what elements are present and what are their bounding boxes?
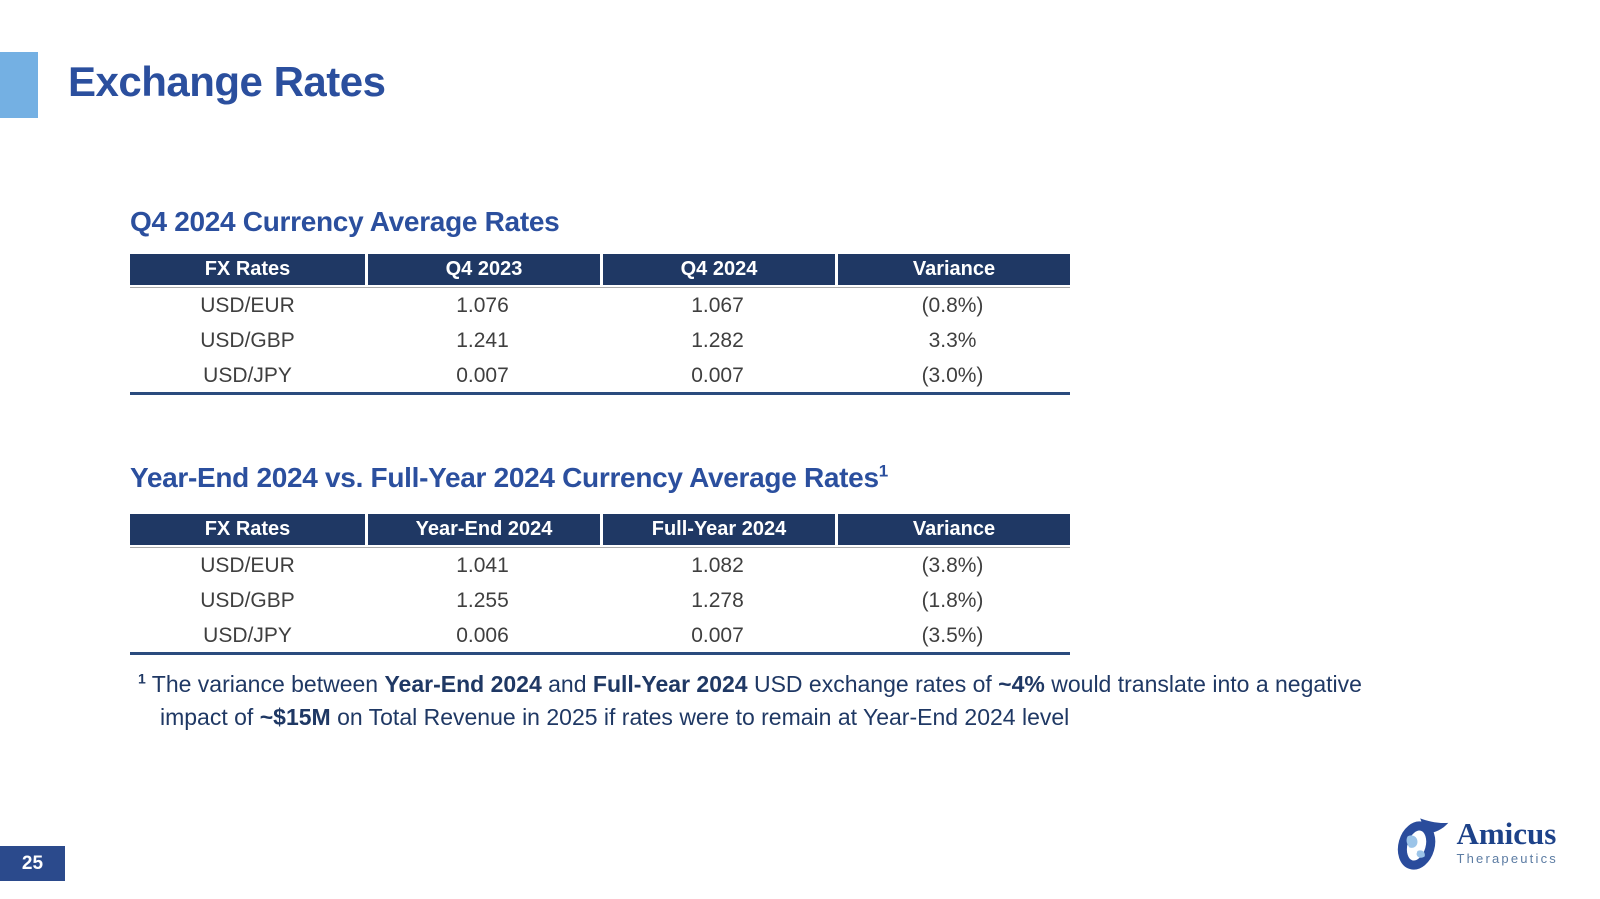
column-header: Q4 2024 <box>600 254 835 287</box>
table-title-text: Year-End 2024 vs. Full-Year 2024 Currenc… <box>130 462 879 493</box>
table-cell: USD/EUR <box>130 287 365 323</box>
table-row: USD/EUR 1.041 1.082 (3.8%) <box>130 547 1070 583</box>
table-title-year-end-vs-full-year: Year-End 2024 vs. Full-Year 2024 Currenc… <box>130 462 888 494</box>
amicus-logo: Amicus Therapeutics <box>1393 810 1558 872</box>
table-cell: 0.006 <box>365 619 600 655</box>
table-q4-currency-rates: FX Rates Q4 2023 Q4 2024 Variance USD/EUR 1.0… <box>130 254 1070 395</box>
footnote-text: The variance between Year-End 2024 and F… <box>145 671 1362 730</box>
table-row: USD/GBP 1.255 1.278 (1.8%) <box>130 583 1070 619</box>
table-cell: 1.041 <box>365 547 600 583</box>
amicus-logo-name: Amicus <box>1456 815 1557 851</box>
table-cell: (3.5%) <box>835 619 1070 655</box>
table-cell: USD/JPY <box>130 619 365 655</box>
column-header: Full-Year 2024 <box>600 514 835 547</box>
column-header: Q4 2023 <box>365 254 600 287</box>
table-row: USD/JPY 0.006 0.007 (3.5%) <box>130 619 1070 655</box>
table-cell: 1.082 <box>600 547 835 583</box>
amicus-logo-text: Amicus Therapeutics <box>1456 818 1558 865</box>
table-header-row: FX Rates Year-End 2024 Full-Year 2024 Varia… <box>130 514 1070 547</box>
table-cell: 1.076 <box>365 287 600 323</box>
table-cell: (3.0%) <box>835 359 1070 395</box>
table-cell: 0.007 <box>600 359 835 395</box>
amicus-logo-icon <box>1398 818 1449 870</box>
table-cell: (1.8%) <box>921 589 984 612</box>
table-cell: 1.278 <box>691 589 744 612</box>
column-header: FX Rates <box>130 254 365 287</box>
table-title-superscript: 1 <box>878 461 888 481</box>
table-row: USD/GBP 1.241 1.282 3.3% <box>130 323 1070 359</box>
table-cell: 1.067 <box>600 287 835 323</box>
table-row: USD/EUR 1.076 1.067 (0.8%) <box>130 287 1070 323</box>
amicus-logo-subtext: Therapeutics <box>1456 850 1558 866</box>
column-header: Year-End 2024 <box>365 514 600 547</box>
table-cell: 1.255 <box>456 589 509 612</box>
footnote-superscript: 1 <box>138 670 146 687</box>
table-header-row: FX Rates Q4 2023 Q4 2024 Variance <box>130 254 1070 287</box>
table-year-end-vs-full-year-rates: FX Rates Year-End 2024 Full-Year 2024 Varia… <box>130 514 1070 655</box>
table-cell: 1.282 <box>691 329 744 352</box>
page-number-label: 25 <box>21 852 44 874</box>
table-title-q4-2024: Q4 2024 Currency Average Rates <box>130 206 560 238</box>
column-header: Variance <box>835 514 1070 547</box>
table-cell: USD/EUR <box>130 547 365 583</box>
table-cell: 1.241 <box>456 329 509 352</box>
title-accent-square <box>0 52 38 118</box>
table-cell: USD/JPY <box>130 359 365 395</box>
table-cell: USD/GBP <box>200 329 295 352</box>
table-row: USD/JPY 0.007 0.007 (3.0%) <box>130 359 1070 395</box>
table-cell: (3.8%) <box>835 547 1070 583</box>
table-title-text: Q4 2024 Currency Average Rates <box>130 206 560 237</box>
table-cell: 0.007 <box>365 359 600 395</box>
page-number-badge: 25 <box>0 846 65 881</box>
table-cell: 0.007 <box>600 619 835 655</box>
table-cell: USD/GBP <box>200 589 295 612</box>
page-title: Exchange Rates <box>68 58 386 105</box>
footnote: 1 The variance between Year-End 2024 and… <box>138 668 1416 734</box>
column-header: FX Rates <box>130 514 365 547</box>
table-cell: 3.3% <box>928 329 977 352</box>
table-cell: (0.8%) <box>835 287 1070 323</box>
column-header: Variance <box>835 254 1070 287</box>
